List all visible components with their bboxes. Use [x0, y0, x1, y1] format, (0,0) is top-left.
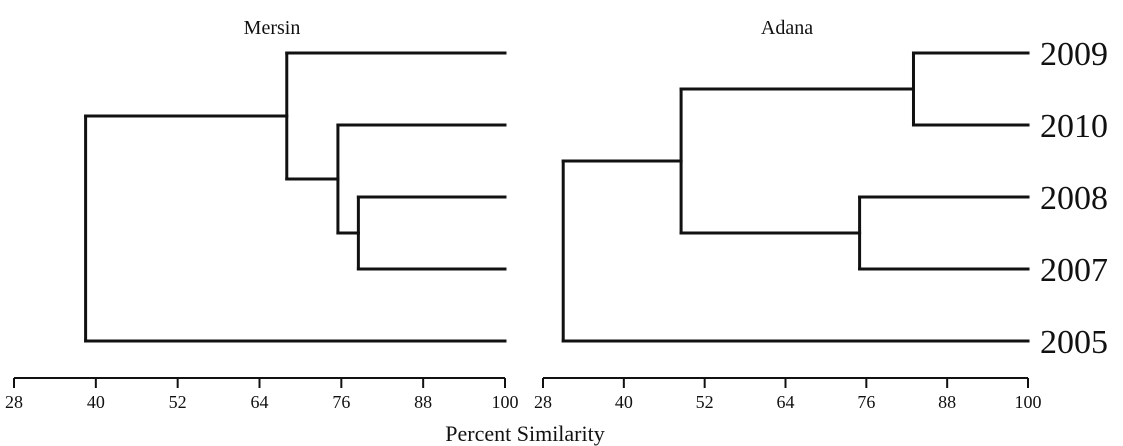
x-tick-label: 52: [169, 392, 187, 412]
leaf-label: 2005: [1040, 324, 1108, 361]
x-tick-label: 28: [534, 392, 552, 412]
x-tick-label: 100: [492, 392, 519, 412]
x-tick-label: 64: [251, 392, 269, 412]
leaf-label: 2008: [1040, 180, 1108, 217]
x-tick-label: 52: [696, 392, 714, 412]
x-tick-label: 76: [857, 392, 875, 412]
x-tick-label: 76: [332, 392, 350, 412]
x-tick-label: 64: [777, 392, 795, 412]
x-axis-label: Percent Similarity: [445, 421, 604, 446]
x-tick-label: 40: [615, 392, 633, 412]
x-tick-label: 28: [5, 392, 23, 412]
x-tick-label: 40: [87, 392, 105, 412]
leaf-label: 2007: [1040, 252, 1108, 289]
x-tick-label: 88: [938, 392, 956, 412]
dendrogram-panel-mersin: Mersin 28 40 52 64 76 88 100: [5, 17, 519, 412]
x-tick-label: 100: [1015, 392, 1042, 412]
x-tick-label: 88: [414, 392, 432, 412]
panel-title: Mersin: [244, 17, 301, 39]
panel-title: Adana: [761, 17, 813, 39]
leaf-label: 2010: [1040, 108, 1108, 145]
dendrogram-panel-adana: Adana 2009 2010 2008 2007 2005 28 40 52 64 76 88 100: [534, 17, 1108, 412]
leaf-label: 2009: [1040, 36, 1108, 73]
